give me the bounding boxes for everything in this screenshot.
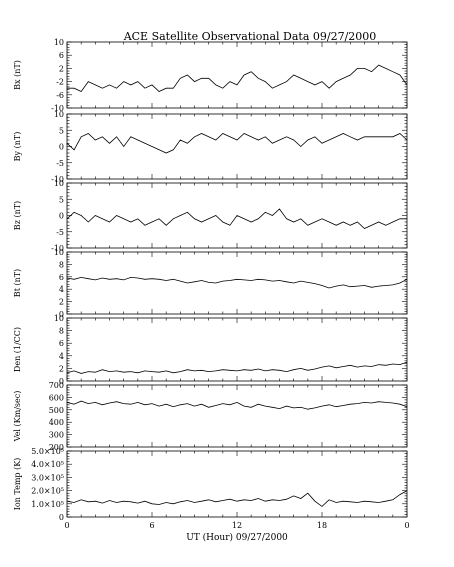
panel-frame <box>66 384 408 448</box>
panel-frame <box>66 251 408 315</box>
x-tick-label: 0 <box>404 521 409 530</box>
y-axis-label: Bz (nT) <box>13 201 22 230</box>
panel-frame <box>66 113 408 180</box>
y-tick-label: 5 <box>59 195 64 204</box>
y-tick-label: 4 <box>59 352 64 361</box>
y-tick-label: -6 <box>56 91 64 100</box>
y-tick-label: 10 <box>54 248 64 257</box>
panel-frame <box>66 41 408 109</box>
y-tick-label: -10 <box>51 244 64 253</box>
panel-6: 0 1.0×10⁵ 2.0×10⁵ 3.0×10⁵ 4.0×10⁵ 5.0×10⁵ Ion … <box>13 447 408 522</box>
y-tick-label: 8 <box>59 260 64 269</box>
y-tick-label: 700 <box>49 381 64 390</box>
y-axis-label: Den (1/CC) <box>13 327 22 372</box>
y-tick-label: 2.0×10⁵ <box>31 487 64 496</box>
series-line <box>66 400 408 410</box>
y-tick-label: -10 <box>51 104 64 113</box>
x-tick-label: 0 <box>64 521 69 530</box>
series-line <box>66 276 408 289</box>
y-tick-label: 4.0×10⁵ <box>31 460 64 469</box>
y-tick-label: -5 <box>56 159 64 168</box>
y-tick-label: 0 <box>59 513 64 522</box>
y-tick-label: -2 <box>56 78 64 87</box>
y-tick-label: 4 <box>59 285 64 294</box>
series-line <box>66 133 408 154</box>
x-axis: 0 6 12 18 0 <box>64 521 409 530</box>
series-line <box>67 64 408 93</box>
y-tick-label: 5.0×10⁵ <box>31 447 64 456</box>
series-line <box>66 490 408 507</box>
y-tick-label: 2 <box>59 64 64 73</box>
x-axis-label: UT (Hour) 09/27/2000 <box>186 532 288 543</box>
x-tick-label: 6 <box>149 521 154 530</box>
y-tick-label: 6 <box>59 273 64 282</box>
y-axis-label: Bt (nT) <box>13 269 22 297</box>
y-tick-label: 2 <box>59 364 64 373</box>
panel-2: -10 -5 0 5 10 Bz (nT) <box>13 179 408 253</box>
panels: -10 -6 -2 2 6 10 Bx (nT) -10 -5 0 5 10 By (nT) -10 -5 0… <box>13 38 408 522</box>
y-tick-label: 10 <box>54 314 64 323</box>
y-tick-label: 1.0×10⁵ <box>31 500 64 509</box>
panel-5: 200 300 400 500 600 700 Vel (Km/sec) <box>13 381 408 452</box>
y-axis-label: Vel (Km/sec) <box>13 391 22 443</box>
y-tick-label: 10 <box>54 110 64 119</box>
panel-1: -10 -5 0 5 10 By (nT) <box>13 110 408 184</box>
y-tick-label: -5 <box>56 228 64 237</box>
y-tick-label: 200 <box>49 443 64 452</box>
y-axis-label: Ion Temp (K) <box>13 458 22 511</box>
panel-frame <box>66 450 408 518</box>
y-tick-label: -10 <box>51 175 64 184</box>
x-tick-label: 12 <box>232 521 242 530</box>
y-axis-label: Bx (nT) <box>13 60 22 90</box>
series-line <box>66 208 407 229</box>
y-tick-label: 5 <box>59 126 64 135</box>
y-tick-label: 600 <box>49 393 64 402</box>
y-tick-label: 0 <box>59 143 64 152</box>
y-tick-label: 0 <box>59 310 64 319</box>
y-tick-label: 500 <box>49 406 64 415</box>
panel-3: 0 2 4 6 8 10 Bt (nT) <box>13 248 408 319</box>
y-tick-label: 8 <box>59 327 64 336</box>
chart-title: ACE Satellite Observational Data 09/27/2… <box>123 30 377 43</box>
y-tick-label: 10 <box>54 38 64 47</box>
y-axis-label: By (nT) <box>13 132 22 162</box>
y-tick-label: 3.0×10⁵ <box>31 473 64 482</box>
y-tick-label: 2 <box>59 298 64 307</box>
y-tick-label: 0 <box>59 377 64 386</box>
series-line <box>66 361 408 374</box>
x-tick-label: 18 <box>317 521 327 530</box>
panel-0: -10 -6 -2 2 6 10 Bx (nT) <box>13 38 408 113</box>
y-tick-label: 10 <box>54 179 64 188</box>
y-tick-label: 300 <box>49 431 64 440</box>
y-tick-label: 6 <box>59 51 64 60</box>
y-tick-label: 0 <box>59 212 64 221</box>
y-tick-label: 6 <box>59 339 64 348</box>
y-tick-label: 400 <box>49 418 64 427</box>
panel-4: 0 2 4 6 8 10 Den (1/CC) <box>13 314 408 386</box>
